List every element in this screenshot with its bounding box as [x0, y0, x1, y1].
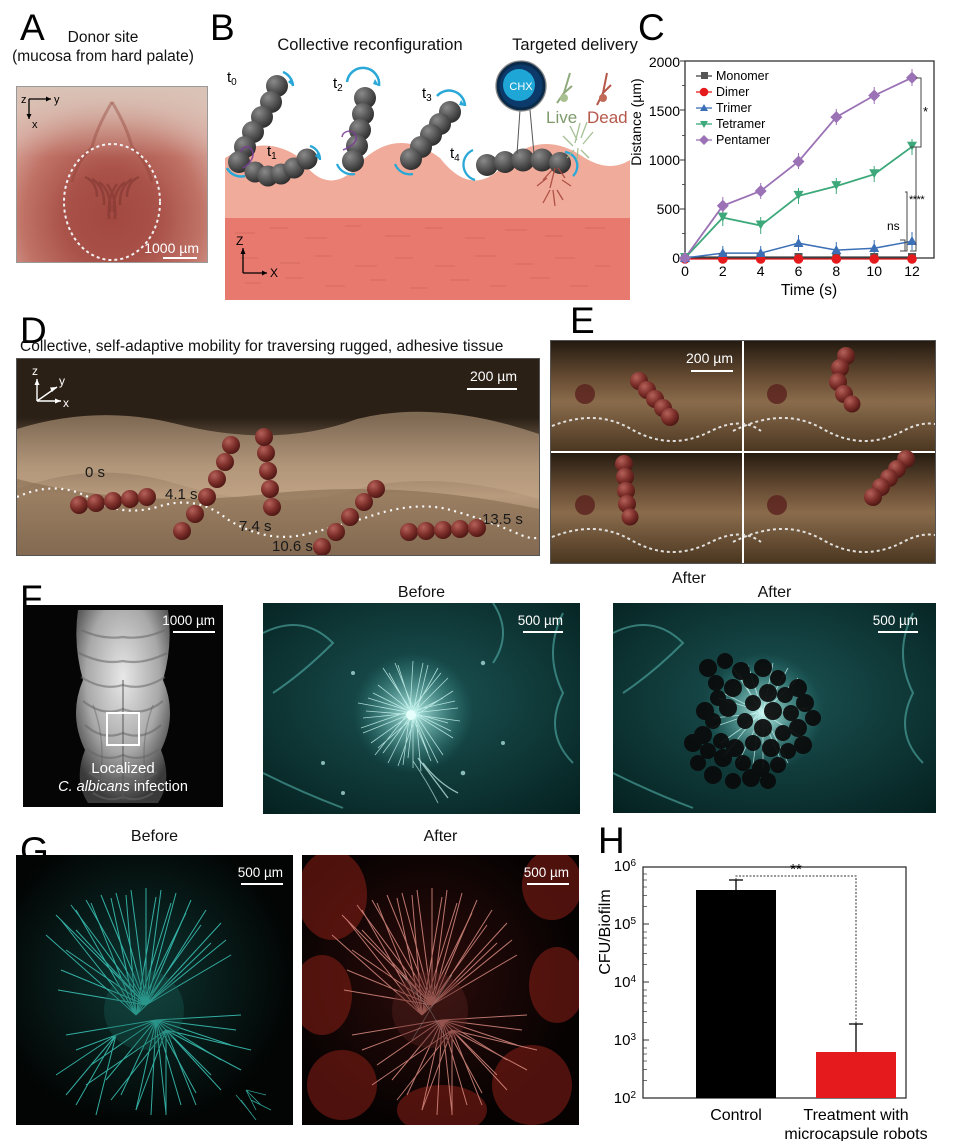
- svg-text:0 s: 0 s: [85, 464, 105, 481]
- svg-text:500: 500: [657, 201, 681, 217]
- svg-text:Dimer: Dimer: [716, 85, 749, 99]
- svg-text:8: 8: [832, 263, 840, 279]
- svg-text:**: **: [790, 861, 802, 878]
- svg-text:2: 2: [719, 263, 727, 279]
- svg-text:Monomer: Monomer: [716, 69, 769, 83]
- svg-text:Control: Control: [710, 1107, 762, 1124]
- svg-text:103: 103: [614, 1032, 637, 1049]
- svg-text:x: x: [63, 396, 69, 410]
- svg-text:t1: t1: [267, 143, 277, 162]
- svg-text:ns: ns: [887, 219, 900, 233]
- svg-text:10.6 s: 10.6 s: [272, 538, 313, 555]
- svg-text:Localized: Localized: [91, 760, 154, 777]
- svg-text:0: 0: [681, 263, 689, 279]
- svg-text:200 µm: 200 µm: [686, 350, 733, 366]
- svg-text:13.5 s: 13.5 s: [482, 511, 523, 528]
- svg-text:t2: t2: [333, 75, 343, 94]
- svg-text:7.4 s: 7.4 s: [239, 518, 272, 535]
- svg-text:10: 10: [866, 263, 882, 279]
- svg-text:12: 12: [904, 263, 920, 279]
- svg-text:500 µm: 500 µm: [518, 613, 563, 628]
- svg-text:y: y: [59, 374, 65, 388]
- svg-text:106: 106: [614, 858, 637, 875]
- svg-text:****: ****: [909, 194, 925, 206]
- svg-text:X: X: [270, 266, 278, 280]
- svg-text:C. albicans infection: C. albicans infection: [58, 779, 188, 795]
- svg-text:Pentamer: Pentamer: [716, 133, 770, 147]
- svg-text:1500: 1500: [649, 103, 680, 119]
- svg-text:105: 105: [614, 916, 637, 933]
- svg-text:t3: t3: [422, 85, 432, 104]
- svg-text:500 µm: 500 µm: [238, 865, 283, 880]
- svg-text:z: z: [32, 364, 38, 378]
- svg-text:*: *: [923, 104, 928, 119]
- svg-text:102: 102: [614, 1090, 637, 1107]
- svg-text:microcapsule robots: microcapsule robots: [784, 1126, 927, 1141]
- svg-text:4: 4: [757, 263, 765, 279]
- svg-text:Trimer: Trimer: [716, 101, 752, 115]
- svg-text:t0: t0: [227, 69, 237, 88]
- svg-text:2000: 2000: [649, 54, 680, 70]
- svg-text:Tetramer: Tetramer: [716, 117, 765, 131]
- svg-text:Live: Live: [546, 108, 577, 127]
- svg-text:500 µm: 500 µm: [524, 865, 569, 880]
- svg-text:Dead: Dead: [587, 108, 628, 127]
- svg-text:Treatment with: Treatment with: [803, 1107, 908, 1124]
- svg-text:CHX: CHX: [509, 81, 533, 93]
- svg-text:500 µm: 500 µm: [873, 613, 918, 628]
- svg-text:200 µm: 200 µm: [470, 368, 517, 384]
- svg-text:104: 104: [614, 974, 637, 991]
- svg-text:Time (s): Time (s): [781, 282, 837, 299]
- svg-text:1000 µm: 1000 µm: [162, 613, 215, 628]
- svg-text:6: 6: [795, 263, 803, 279]
- svg-text:1000: 1000: [649, 152, 680, 168]
- svg-text:Z: Z: [236, 234, 243, 248]
- svg-text:t4: t4: [450, 145, 460, 164]
- svg-text:4.1 s: 4.1 s: [165, 486, 198, 503]
